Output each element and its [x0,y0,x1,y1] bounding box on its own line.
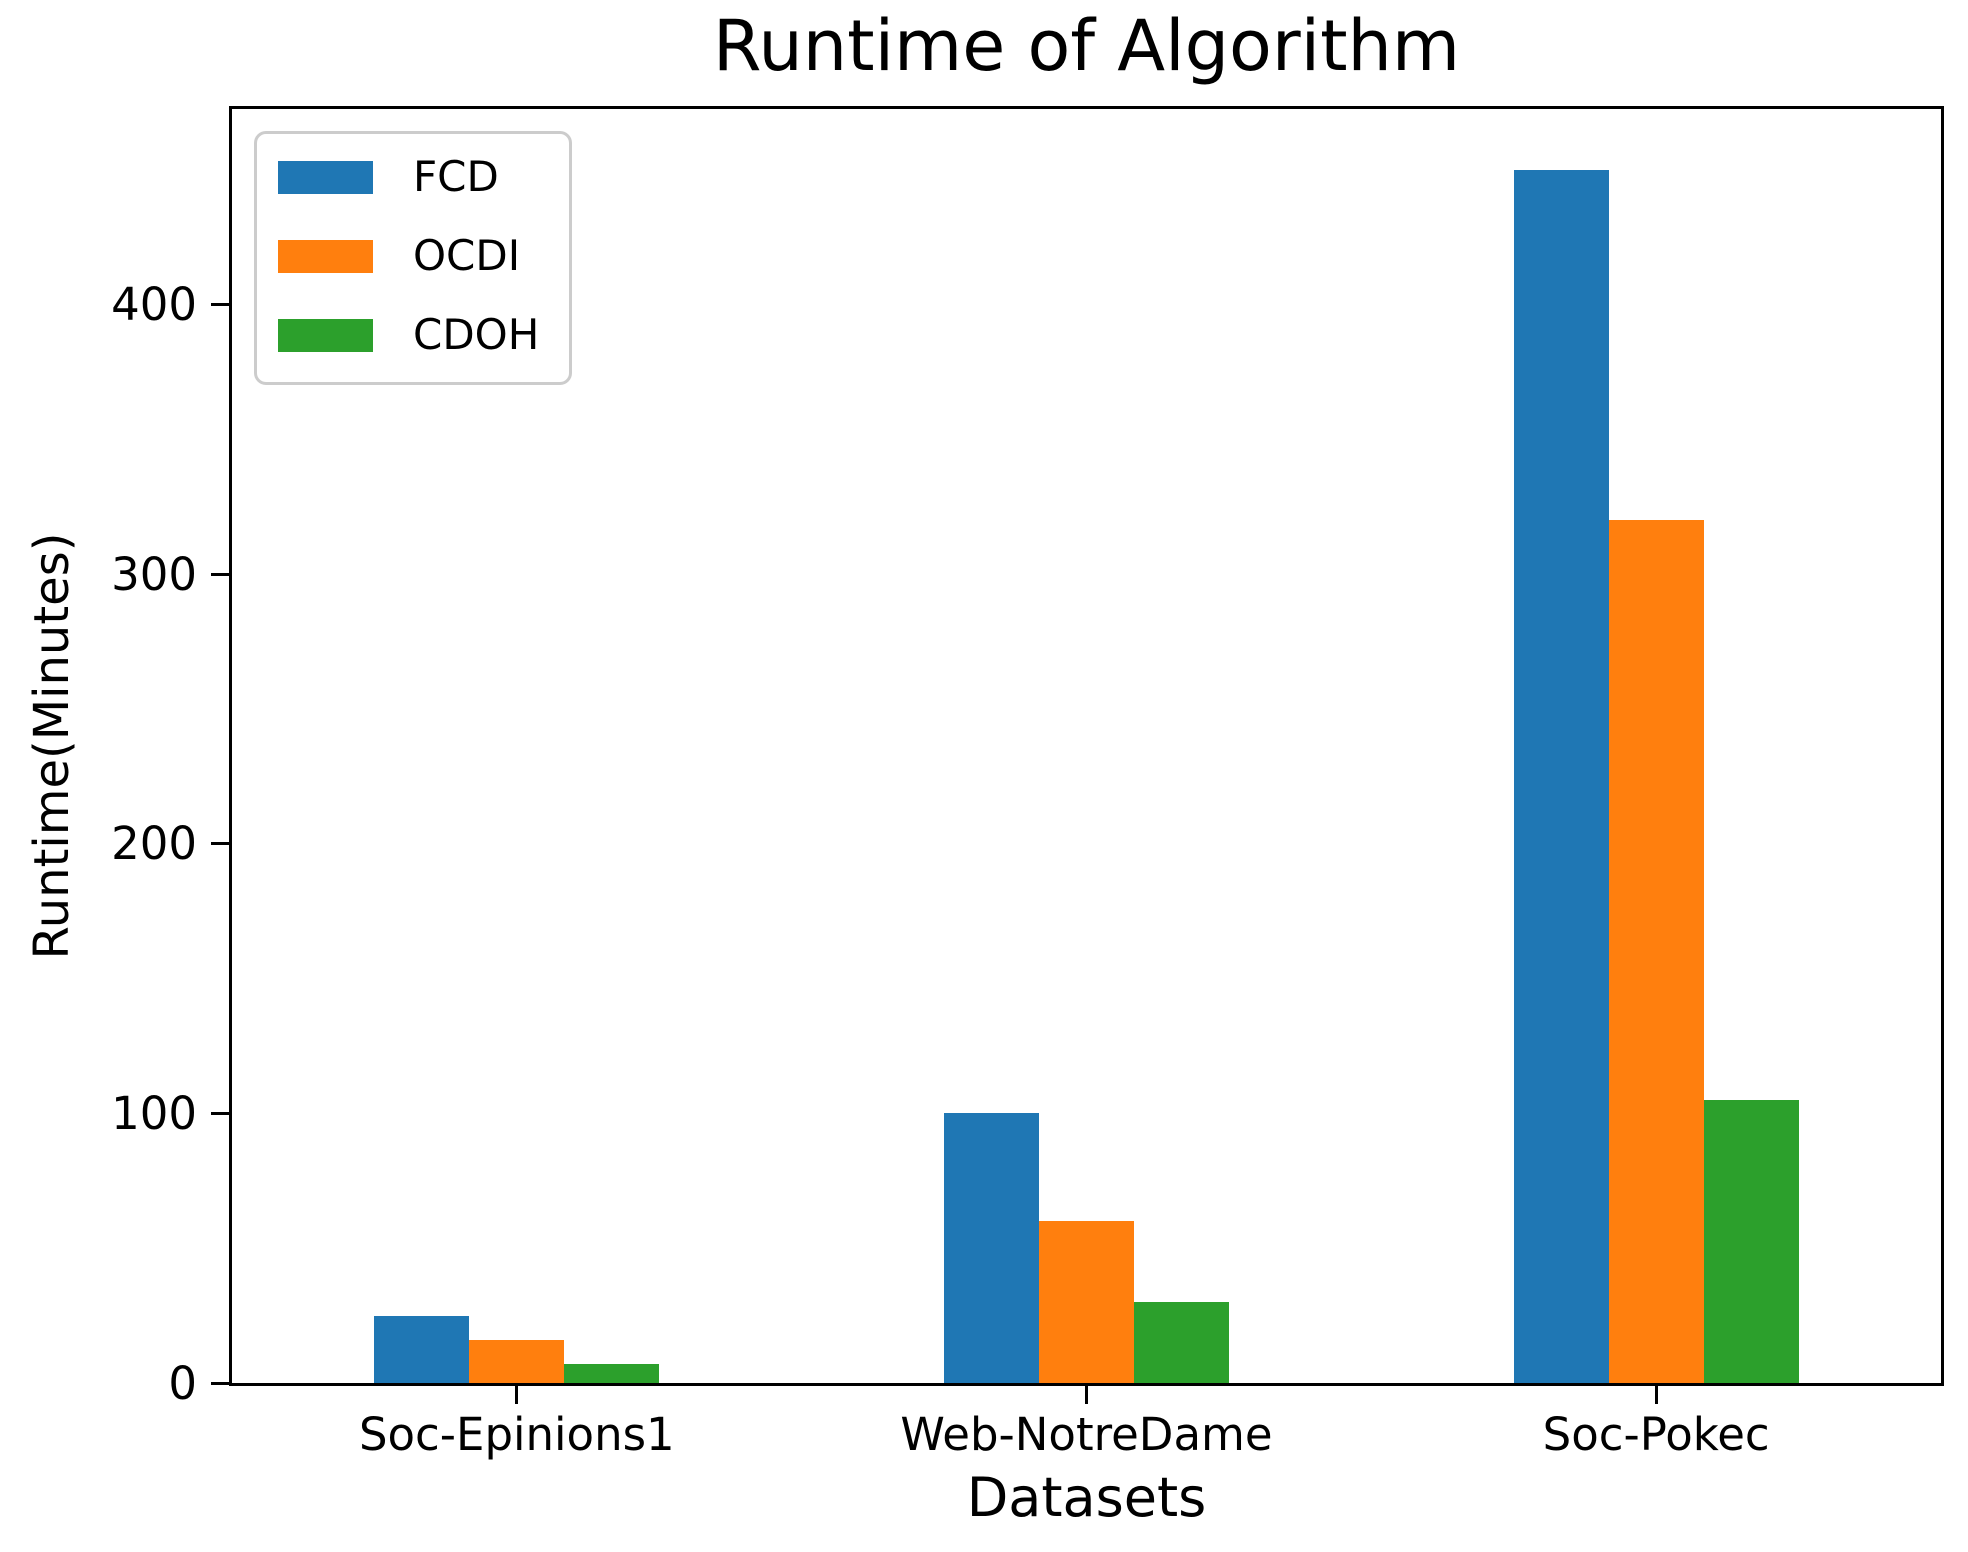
bar-CDOH-Soc-Pokec [1703,1099,1799,1383]
y-tick-label: 300 [111,547,197,601]
y-tick-mark [211,302,229,306]
bar-OCDI-Web-NotreDame [1039,1221,1134,1383]
y-tick-mark [211,1111,229,1115]
legend-label-FCD: FCD [413,152,499,201]
legend-entry-CDOH: CDOH [278,314,539,356]
x-tick-label: Web-NotreDame [900,1408,1273,1461]
y-tick-mark [211,842,229,846]
bar-FCD-Soc-Pokec [1513,169,1609,1383]
x-tick-mark [515,1386,519,1404]
x-axis-label: Datasets [966,1466,1207,1529]
plot-area: FCD OCDI CDOH [229,106,1944,1386]
legend-swatch-CDOH [278,318,373,352]
y-tick-label: 0 [168,1356,197,1410]
y-tick-mark [211,1381,229,1385]
bar-CDOH-Web-NotreDame [1134,1302,1229,1383]
x-tick-mark [1085,1386,1088,1404]
legend-entry-OCDI: OCDI [278,235,539,277]
y-tick-mark [211,572,229,576]
bar-FCD-Web-NotreDame [944,1113,1039,1383]
bar-OCDI-Soc-Epinions1 [469,1339,565,1383]
y-tick-label: 200 [111,817,197,871]
legend-label-OCDI: OCDI [413,231,521,280]
legend-swatch-OCDI [278,239,373,273]
bar-CDOH-Soc-Epinions1 [564,1364,660,1383]
bar-OCDI-Soc-Pokec [1608,520,1704,1383]
legend-entry-FCD: FCD [278,156,539,198]
legend-label-CDOH: CDOH [413,310,540,359]
y-tick-label: 100 [111,1086,197,1140]
legend: FCD OCDI CDOH [254,131,573,385]
x-tick-label: Soc-Pokec [1542,1408,1770,1461]
y-tick-label: 400 [111,277,197,331]
legend-swatch-FCD [278,160,373,194]
x-tick-mark [1654,1386,1658,1404]
x-tick-label: Soc-Epinions1 [358,1408,675,1461]
chart-title: Runtime of Algorithm [712,5,1461,87]
bar-FCD-Soc-Epinions1 [374,1315,470,1383]
